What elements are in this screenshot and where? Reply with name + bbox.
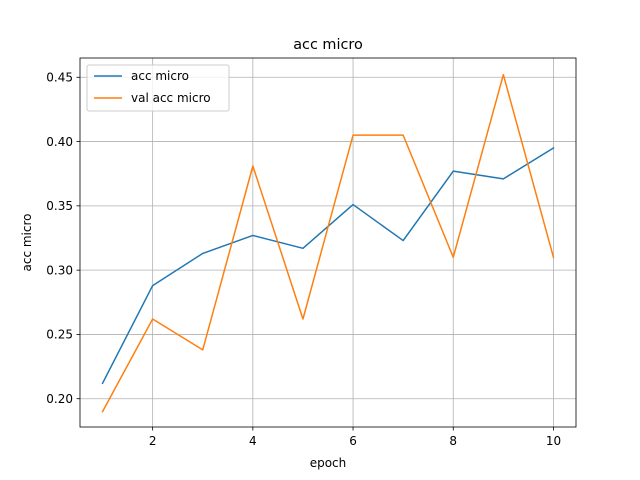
y-axis-label: acc micro bbox=[20, 214, 34, 272]
chart-title: acc micro bbox=[293, 37, 363, 53]
series-layer bbox=[101, 73, 555, 413]
legend: acc micro val acc micro bbox=[86, 64, 230, 112]
y-tick-label: 0.25 bbox=[46, 328, 73, 342]
legend-box bbox=[86, 64, 230, 112]
x-tick-label: 2 bbox=[149, 434, 157, 448]
x-tick-label: 4 bbox=[249, 434, 257, 448]
y-tick-label: 0.20 bbox=[46, 392, 73, 406]
legend-label-val-acc-micro: val acc micro bbox=[131, 91, 211, 105]
series-line-1 bbox=[101, 73, 555, 413]
y-tick-label: 0.30 bbox=[46, 263, 73, 277]
grid-lines bbox=[80, 58, 576, 427]
y-tick-label: 0.35 bbox=[46, 199, 73, 213]
x-tick-label: 10 bbox=[546, 434, 561, 448]
legend-label-acc-micro: acc micro bbox=[131, 69, 189, 83]
plot-area bbox=[80, 58, 576, 427]
x-tick-label: 8 bbox=[449, 434, 457, 448]
x-tick-label: 6 bbox=[349, 434, 357, 448]
y-tick-label: 0.40 bbox=[46, 135, 73, 149]
axis-ticks: 2 4 6 8 10 0.20 0.25 0.30 0.35 0.40 0.45 bbox=[46, 71, 561, 448]
x-axis-label: epoch bbox=[310, 456, 347, 470]
y-tick-label: 0.45 bbox=[46, 71, 73, 85]
plot-frame bbox=[79, 57, 577, 428]
